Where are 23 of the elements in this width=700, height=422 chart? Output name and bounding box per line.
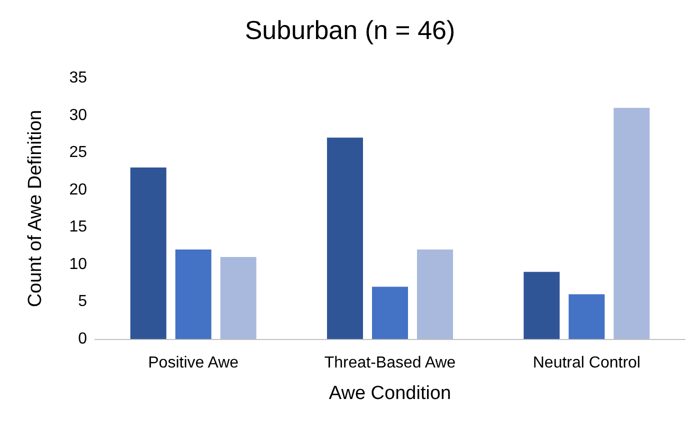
bar — [372, 286, 408, 339]
y-tick-label: 25 — [69, 144, 88, 162]
x-tick-label: Positive Awe — [148, 354, 239, 372]
bar — [220, 256, 256, 339]
y-tick-label: 35 — [69, 70, 88, 86]
bar — [417, 250, 453, 339]
y-tick-label: 5 — [78, 293, 88, 310]
y-tick-label: 15 — [69, 218, 88, 236]
y-tick-label: 30 — [69, 106, 88, 124]
bar — [568, 294, 605, 339]
y-tick-label: 20 — [69, 181, 88, 198]
bar — [130, 167, 166, 339]
bar — [614, 108, 650, 339]
y-axis-title: Count of Awe Definition — [25, 110, 46, 308]
bar — [175, 250, 212, 339]
bar — [524, 272, 560, 339]
x-tick-label: Threat-Based Awe — [324, 354, 456, 372]
bar — [327, 138, 363, 339]
y-tick-label: 0 — [78, 330, 88, 348]
x-axis-title: Awe Condition — [328, 383, 452, 404]
x-tick-label: Neutral Control — [532, 354, 640, 372]
chart-title: Suburban (n = 46) — [244, 15, 456, 45]
y-tick-label: 10 — [69, 256, 88, 273]
